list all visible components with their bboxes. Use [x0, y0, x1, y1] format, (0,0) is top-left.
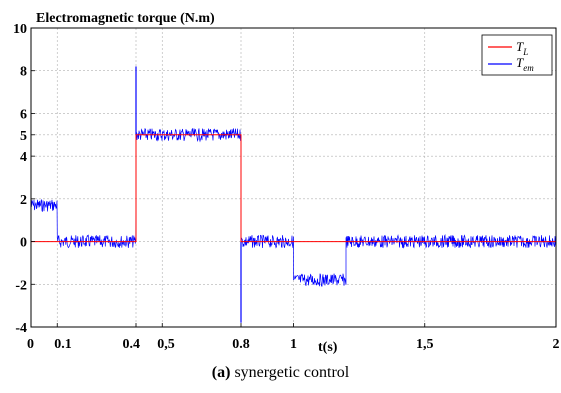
- series-layer: [30, 66, 557, 323]
- x-tick-label: 0: [27, 337, 34, 352]
- legend-tl-main: T: [516, 39, 524, 54]
- legend-tem-sub: em: [523, 63, 534, 73]
- y-tick-label: 6: [20, 107, 27, 122]
- legend: TL Tem: [481, 34, 553, 76]
- x-tick-label: 0.4: [123, 337, 141, 352]
- chart-title: Electromagnetic torque (N.m): [36, 11, 215, 26]
- x-tick-label: 0.8: [232, 337, 250, 352]
- torque-chart: Electromagnetic torque (N.m) 0 0.1 0.4 0,5 0…: [13, 11, 560, 355]
- legend-box: [481, 34, 553, 76]
- y-tick-label: 5: [20, 129, 27, 144]
- y-tick-label: -2: [15, 278, 27, 293]
- y-tick-label: 0: [20, 236, 27, 251]
- y-tick-label: 8: [20, 65, 27, 80]
- y-tick-label: 2: [20, 193, 27, 208]
- caption-text: synergetic control: [230, 364, 350, 381]
- figure-caption: (a) synergetic control: [0, 364, 561, 382]
- y-tick-label: 10: [13, 22, 27, 37]
- x-axis-label: t(s): [318, 340, 338, 355]
- legend-label-tl: TL: [516, 39, 528, 57]
- legend-tem-main: T: [516, 55, 524, 70]
- y-tick-label: -4: [15, 321, 27, 336]
- caption-label: (a): [211, 364, 231, 381]
- x-tick-label: 0.1: [54, 337, 72, 352]
- x-tick-label: 0,5: [157, 337, 175, 352]
- x-tick-label: 2: [553, 337, 560, 352]
- series-tl-line: [31, 134, 556, 243]
- x-tick-label: 1,5: [416, 337, 434, 352]
- y-tick-label: 4: [20, 150, 27, 165]
- axis-ticks: 0 0.1 0.4 0,5 0.8 1 1,5 2 -4 -2 0 2 4 5 6 8 10: [13, 22, 560, 352]
- series-tem-line: [30, 127, 557, 287]
- legend-tl-sub: L: [522, 47, 528, 57]
- x-tick-label: 1: [290, 337, 297, 352]
- legend-label-tem: Tem: [516, 55, 534, 73]
